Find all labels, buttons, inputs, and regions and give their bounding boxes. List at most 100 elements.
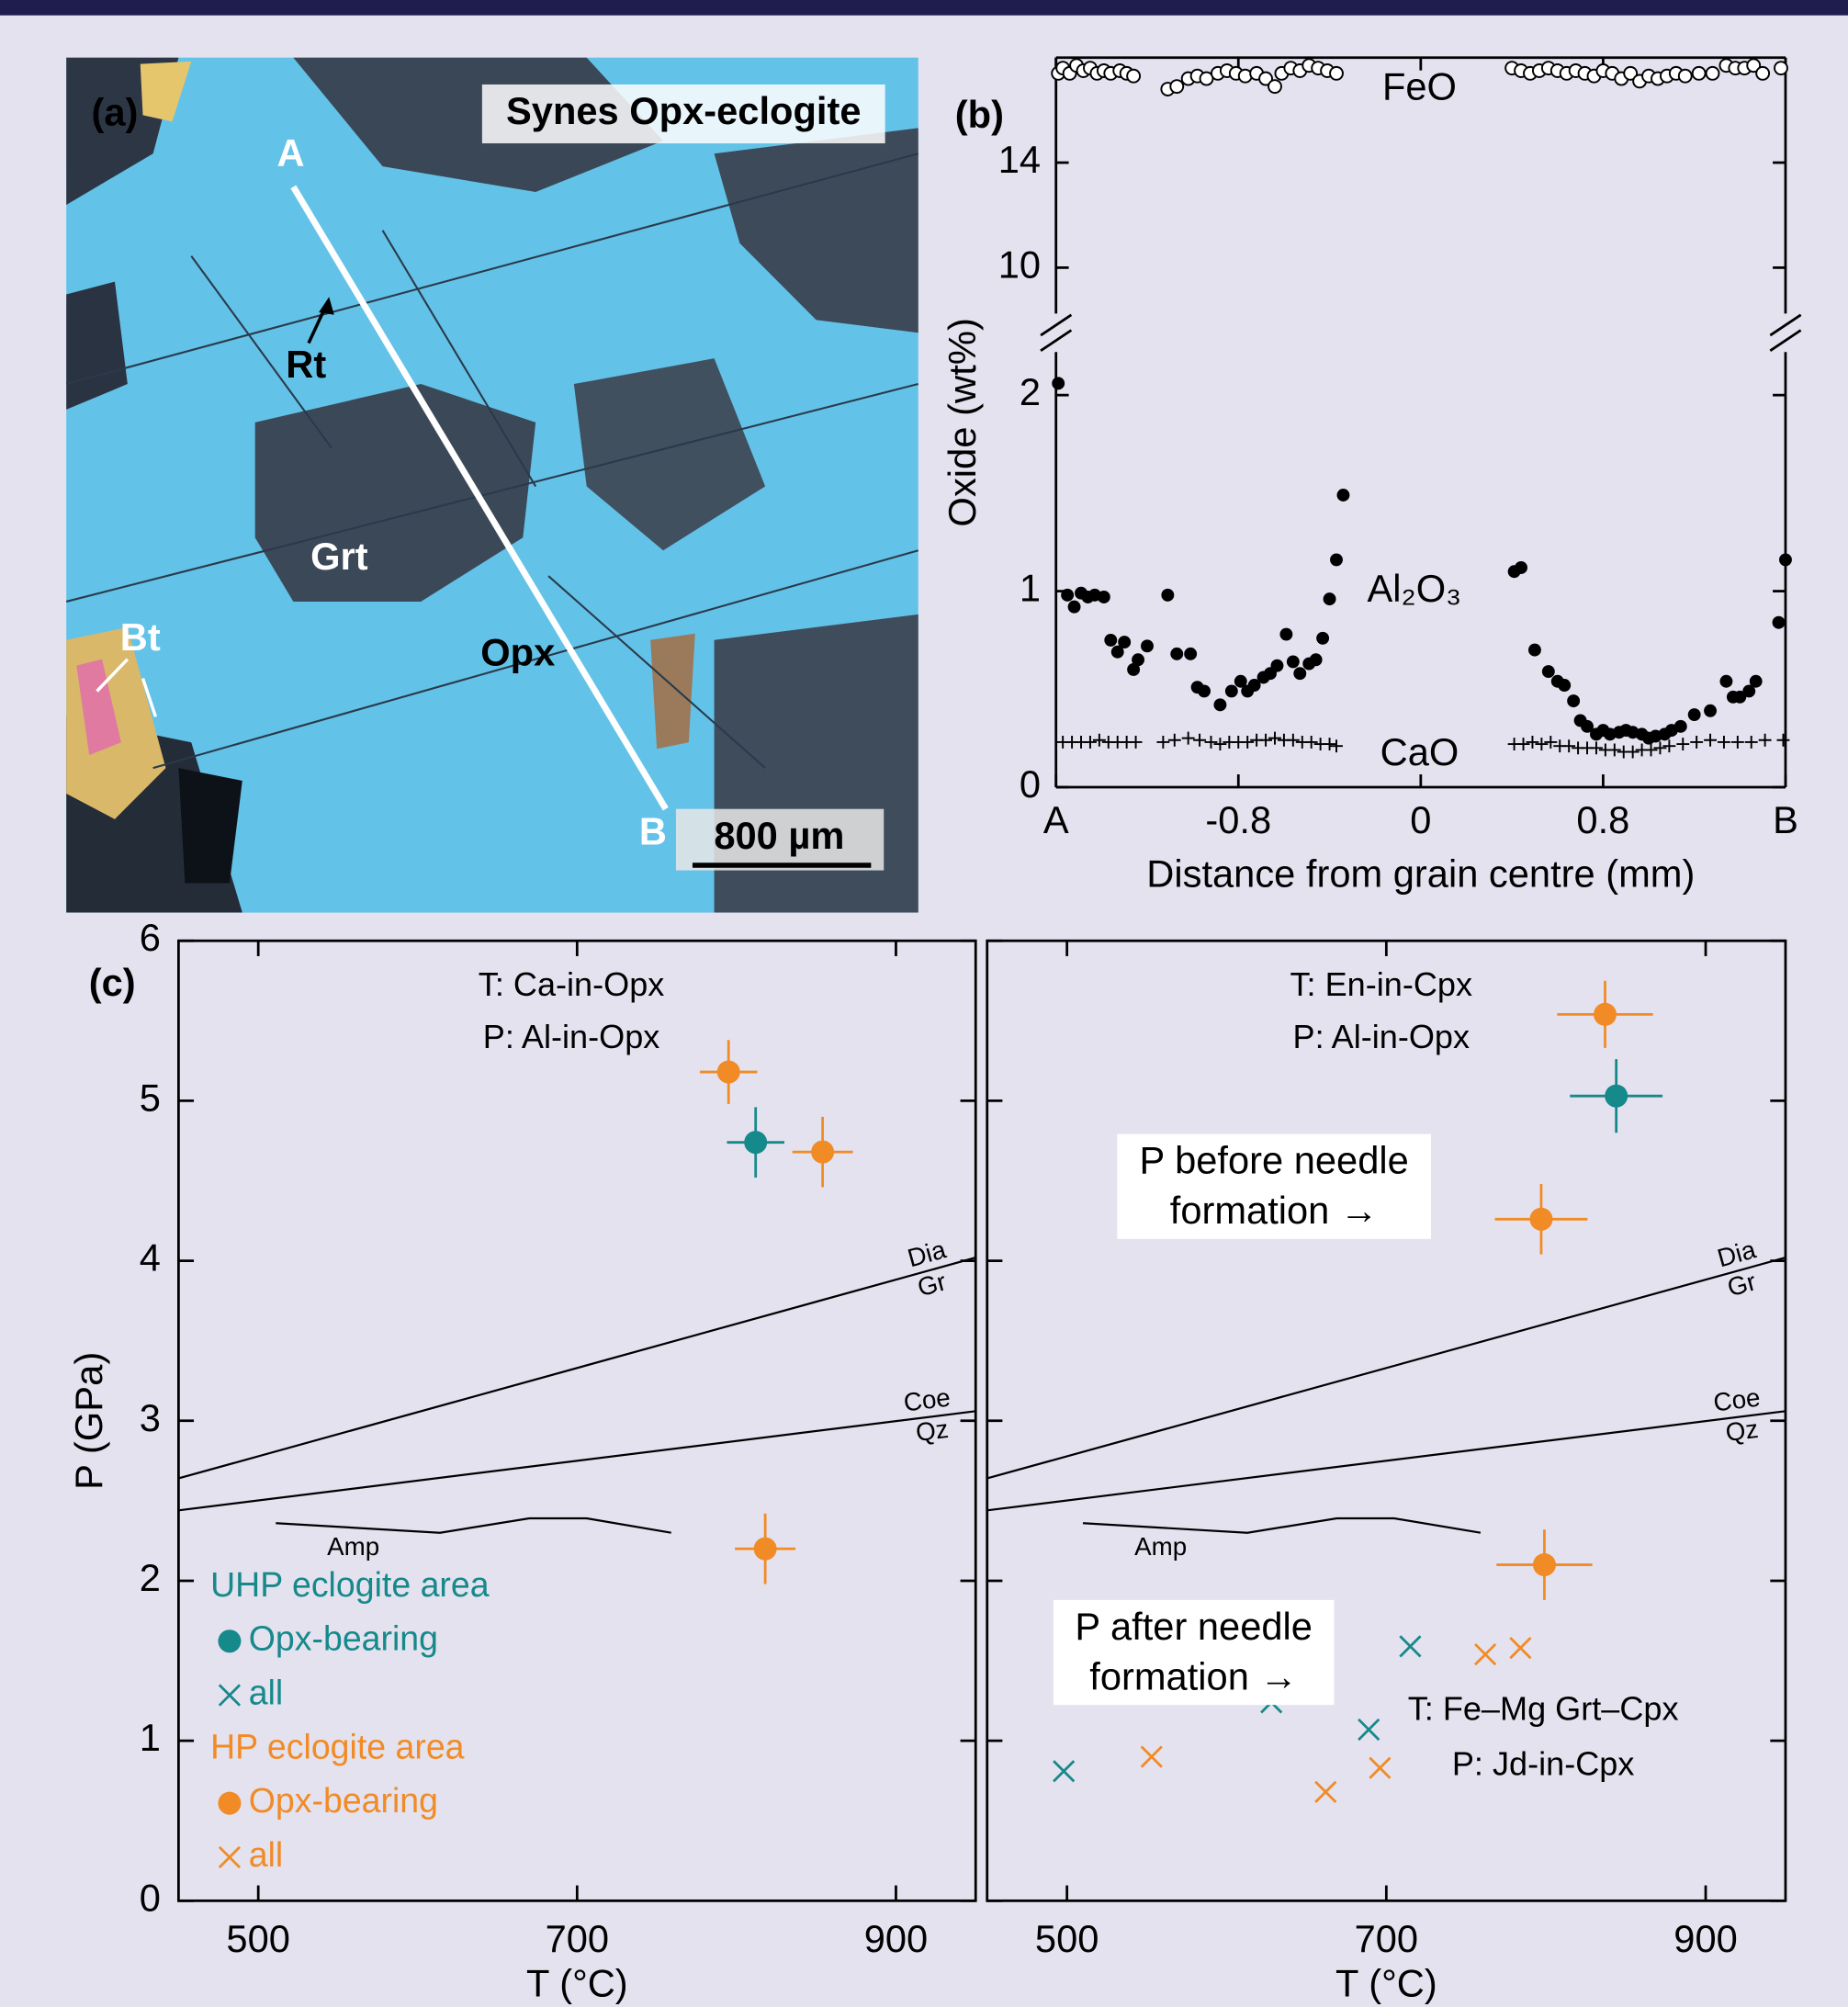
point (1132, 653, 1144, 666)
y-tick-label: 5 (140, 1076, 161, 1119)
y-tick-label: 0 (140, 1876, 161, 1919)
grain (650, 634, 695, 749)
point (1693, 67, 1706, 80)
x-tick-label: 500 (226, 1917, 289, 1960)
point (1271, 660, 1284, 672)
point (1674, 720, 1687, 733)
legend-marker (218, 1629, 241, 1652)
y-tick-label: 2 (1020, 370, 1041, 413)
top-band (0, 0, 1848, 16)
point (1330, 67, 1343, 80)
series-label: Al₂O₃ (1368, 567, 1462, 610)
x-tick-label: A (1043, 798, 1069, 841)
point (744, 1131, 767, 1154)
point (1775, 62, 1787, 74)
point (1756, 67, 1769, 80)
legend-label: all (249, 1835, 284, 1874)
point-label: B (639, 810, 667, 853)
annotation: T: Ca-in-Opx (479, 965, 665, 1003)
y-tick-label: 0 (1020, 762, 1041, 806)
point (717, 1061, 740, 1084)
point (1679, 70, 1692, 83)
mineral-label: Bt (120, 615, 161, 659)
annotation: P: Al-in-Opx (1293, 1018, 1471, 1055)
annotation: T: Fe–Mg Grt–Cpx (1408, 1690, 1679, 1728)
point (754, 1538, 777, 1561)
point (1061, 589, 1074, 602)
figure: (a) Synes Opx-eclogite A B Rt Grt Opx Bt… (0, 0, 1848, 2007)
point (1161, 589, 1174, 602)
point-label: A (277, 131, 305, 175)
mineral-label: Grt (310, 535, 368, 578)
point (1279, 628, 1292, 641)
legend-title: HP eclogite area (210, 1727, 465, 1765)
panel-label: (a) (92, 90, 139, 133)
point (1750, 675, 1763, 688)
x-tick-label: 700 (546, 1917, 609, 1960)
y-tick-label: 14 (998, 138, 1041, 181)
series-label: FeO (1382, 65, 1457, 108)
panel-label: (b) (955, 93, 1004, 136)
mineral-label: Rt (286, 343, 326, 386)
x-tick-label: 900 (1673, 1917, 1737, 1960)
point (1719, 675, 1732, 688)
point (1118, 636, 1131, 648)
reaction-label: Qz (914, 1415, 950, 1447)
legend-label: all (249, 1673, 284, 1711)
y-tick-label: 2 (140, 1556, 161, 1599)
note-text: formation → (1089, 1654, 1298, 1697)
y-tick-label: 3 (140, 1396, 161, 1439)
point (1605, 1085, 1628, 1108)
mineral-label: Opx (480, 630, 555, 673)
x-tick-label: 500 (1035, 1917, 1099, 1960)
annotation: T: En-in-Cpx (1290, 965, 1473, 1003)
x-axis-label: T (°C) (526, 1962, 628, 2005)
x-tick-label: 0.8 (1576, 798, 1629, 841)
y-axis-label: Oxide (wt%) (941, 318, 984, 527)
annotation: P: Al-in-Opx (483, 1018, 660, 1055)
x-tick-label: 900 (864, 1917, 928, 1960)
x-axis-label: T (°C) (1335, 1962, 1437, 2005)
y-axis-label: P (GPa) (67, 1352, 110, 1490)
note-text: P before needle (1140, 1139, 1409, 1182)
point (1141, 639, 1154, 652)
point (1098, 591, 1110, 603)
photomicrograph: (a) Synes Opx-eclogite A B Rt Grt Opx Bt… (66, 58, 918, 913)
point (1310, 653, 1323, 666)
point (1779, 553, 1792, 566)
point (1704, 705, 1717, 717)
point (1567, 694, 1580, 707)
point (1068, 601, 1081, 614)
point (1542, 665, 1555, 678)
x-tick-label: 0 (1410, 798, 1431, 841)
legend-label: Opx-bearing (249, 1781, 438, 1820)
point (1225, 684, 1238, 697)
point (1052, 377, 1065, 389)
point (1184, 648, 1197, 660)
y-tick-label: 4 (140, 1236, 161, 1280)
y-tick-label: 6 (140, 916, 161, 959)
point (1529, 1208, 1552, 1231)
y-tick-label: 1 (1020, 567, 1041, 610)
point (1104, 634, 1117, 647)
reaction-label: Amp (327, 1532, 379, 1561)
point (1287, 655, 1300, 668)
point (1213, 698, 1226, 711)
page: (a) Synes Opx-eclogite A B Rt Grt Opx Bt… (0, 0, 1848, 2007)
point (1293, 667, 1306, 680)
legend-label: Opx-bearing (249, 1619, 438, 1658)
note-text: P after needle (1075, 1605, 1313, 1648)
point (1337, 489, 1350, 502)
point (1268, 80, 1281, 93)
x-tick-label: -0.8 (1205, 798, 1271, 841)
point (1198, 684, 1211, 697)
y-tick-label: 10 (998, 242, 1041, 286)
image-title: Synes Opx-eclogite (506, 89, 861, 132)
point (1127, 70, 1140, 83)
scale-label: 800 µm (714, 814, 844, 857)
point (1594, 1003, 1617, 1026)
point (1528, 644, 1541, 657)
point (1688, 708, 1701, 721)
point (1515, 561, 1527, 574)
x-tick-label: 700 (1355, 1917, 1418, 1960)
